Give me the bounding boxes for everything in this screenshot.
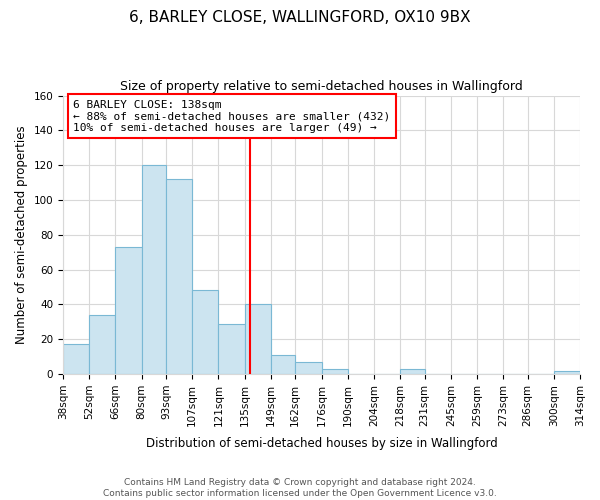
Bar [192,290,218,374]
Title: Size of property relative to semi-detached houses in Wallingford: Size of property relative to semi-detach… [120,80,523,93]
Bar [166,179,192,374]
Bar [400,369,425,374]
Text: 6 BARLEY CLOSE: 138sqm
← 88% of semi-detached houses are smaller (432)
10% of se: 6 BARLEY CLOSE: 138sqm ← 88% of semi-det… [73,100,391,133]
Text: 6, BARLEY CLOSE, WALLINGFORD, OX10 9BX: 6, BARLEY CLOSE, WALLINGFORD, OX10 9BX [129,10,471,25]
Bar [322,369,348,374]
Text: Contains HM Land Registry data © Crown copyright and database right 2024.
Contai: Contains HM Land Registry data © Crown c… [103,478,497,498]
Bar [63,344,89,374]
Bar [271,355,295,374]
Bar [115,247,142,374]
Bar [554,370,580,374]
Bar [218,324,245,374]
Bar [89,315,115,374]
Bar [142,165,166,374]
Bar [295,362,322,374]
X-axis label: Distribution of semi-detached houses by size in Wallingford: Distribution of semi-detached houses by … [146,437,497,450]
Bar [245,304,271,374]
Y-axis label: Number of semi-detached properties: Number of semi-detached properties [15,126,28,344]
